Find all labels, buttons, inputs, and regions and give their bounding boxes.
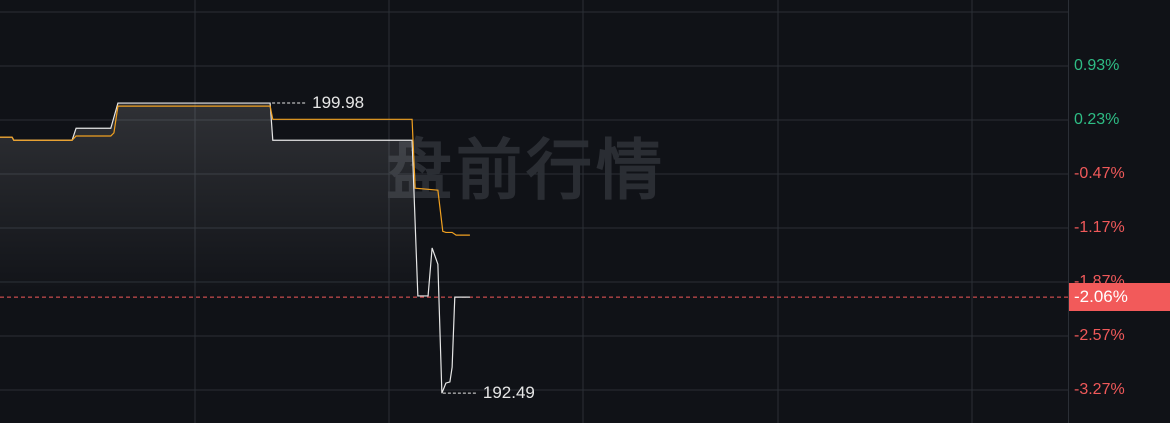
high-price-label: 199.98	[312, 93, 365, 113]
price-area	[0, 103, 418, 304]
y-tick-label: -1.17%	[1074, 219, 1125, 236]
price-line	[0, 102, 470, 394]
y-tick-label: 0.93%	[1074, 57, 1120, 74]
y-tick-label: -3.27%	[1074, 381, 1125, 398]
y-tick-label: -2.57%	[1074, 327, 1125, 344]
y-tick-label: 0.23%	[1074, 111, 1120, 128]
watermark: 盘前行情	[386, 132, 666, 209]
current-change-badge: -2.06%	[1069, 283, 1170, 312]
low-price-label: 192.49	[482, 383, 535, 403]
y-tick-label: -0.47%	[1074, 165, 1125, 182]
average-price-line	[0, 105, 470, 236]
